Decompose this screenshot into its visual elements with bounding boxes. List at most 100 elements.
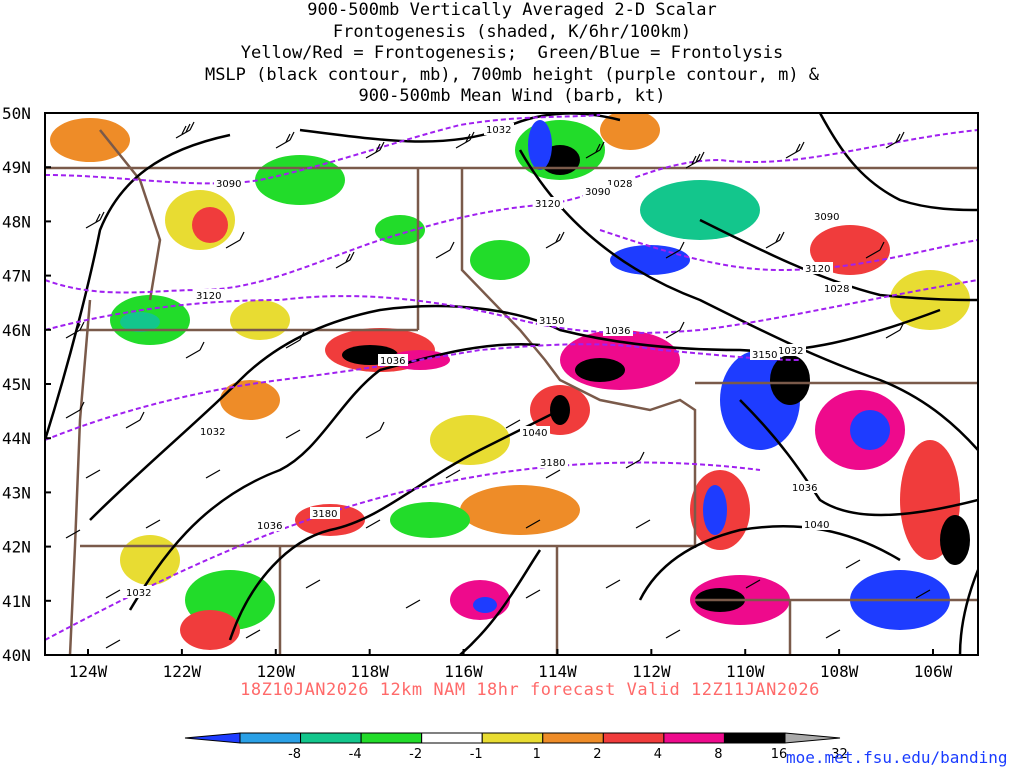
colorbar-max-triangle: [784, 732, 841, 744]
lon-tick-label: 118W: [350, 662, 389, 681]
svg-text:3090: 3090: [585, 187, 610, 198]
mslp-label: 1040: [802, 518, 832, 531]
lat-tick-label: 49N: [2, 158, 31, 177]
colorbar-swatch: [481, 732, 544, 744]
lon-tick-label: 120W: [257, 662, 296, 681]
lon-tick-label: 106W: [914, 662, 953, 681]
colorbar-label: 16: [771, 747, 788, 762]
colorbar-label: -8: [288, 747, 301, 762]
mslp-contours: [45, 113, 978, 655]
svg-text:3180: 3180: [540, 458, 565, 469]
title-line-4: MSLP (black contour, mb), 700mb height (…: [204, 64, 820, 85]
lon-tick-label: 114W: [538, 662, 577, 681]
lon-tick-label: 110W: [726, 662, 765, 681]
lon-tick-label: 112W: [632, 662, 671, 681]
lat-tick-label: 47N: [2, 267, 31, 286]
svg-text:3090: 3090: [814, 212, 839, 223]
svg-text:1036: 1036: [605, 326, 630, 337]
svg-text:1028: 1028: [607, 179, 632, 190]
svg-text:3150: 3150: [752, 350, 777, 361]
title-line-2: Frontogenesis (shaded, K/6hr/100km): [332, 21, 692, 42]
mslp-label: 1032: [776, 344, 806, 357]
colorbar-label: 32: [831, 747, 848, 762]
mslp-label: 1036: [790, 481, 820, 494]
svg-text:1032: 1032: [778, 346, 803, 357]
svg-text:3090: 3090: [216, 179, 241, 190]
colorbar-swatch: [239, 732, 302, 744]
height-label: 3120: [803, 262, 833, 275]
colorbar-swatch: [360, 732, 423, 744]
mslp-label: 1036: [255, 519, 285, 532]
lat-tick-label: 41N: [2, 592, 31, 611]
wind-barbs: [65, 121, 931, 649]
lon-tick-label: 122W: [163, 662, 202, 681]
title-line-5: 900-500mb Mean Wind (barb, kt): [358, 86, 666, 106]
colorbar-label: -4: [349, 747, 362, 762]
height-label: 3120: [533, 197, 563, 210]
chart-title: 900-500mb Vertically Averaged 2-D Scalar…: [0, 0, 1024, 108]
svg-text:1032: 1032: [486, 125, 511, 136]
lat-tick-label: 40N: [2, 646, 31, 665]
lon-tick-label: 108W: [820, 662, 859, 681]
colorbar: -8 -4 -2 -1 1 2 4 8 16 32: [184, 732, 848, 762]
height-label: 1036: [603, 324, 633, 337]
mslp-label: 1040: [520, 426, 550, 439]
mslp-label: 1032: [198, 425, 228, 438]
mslp-label: 1032: [484, 123, 514, 136]
lat-tick-label: 45N: [2, 375, 31, 394]
colorbar-swatch: [663, 732, 725, 744]
svg-text:1040: 1040: [804, 520, 829, 531]
height-label: 3150: [537, 314, 567, 327]
axes: 50N 49N 48N 47N 46N 45N 44N 43N 42N 41N 40N 124W 122…: [2, 104, 953, 681]
height-label: 3180: [310, 507, 340, 520]
svg-text:1032: 1032: [200, 427, 225, 438]
lat-tick-label: 50N: [2, 104, 31, 123]
lat-tick-label: 48N: [2, 212, 31, 231]
height-label: 3090: [214, 177, 244, 190]
colorbar-swatch: [542, 732, 604, 744]
svg-text:3120: 3120: [196, 291, 221, 302]
colorbar-label: 4: [654, 747, 662, 762]
colorbar-swatch: [300, 732, 362, 744]
colorbar-swatch: [723, 732, 786, 744]
svg-text:1036: 1036: [380, 356, 405, 367]
height-label: 3090: [812, 210, 842, 223]
height-label: 3090: [583, 185, 613, 198]
lon-tick-label: 124W: [69, 662, 108, 681]
svg-text:3180: 3180: [312, 509, 337, 520]
colorbar-swatch: [602, 732, 665, 744]
lon-tick-label: 116W: [444, 662, 483, 681]
colorbar-label: 1: [533, 747, 541, 762]
svg-text:1036: 1036: [792, 483, 817, 494]
credit-link[interactable]: moe.met.fsu.edu/banding: [786, 748, 1008, 767]
svg-text:1032: 1032: [126, 588, 151, 599]
lat-tick-label: 44N: [2, 429, 31, 448]
mslp-label: 1032: [124, 586, 154, 599]
svg-text:1028: 1028: [824, 284, 849, 295]
mslp-label: 1036: [378, 354, 408, 367]
lat-tick-label: 42N: [2, 538, 31, 557]
state-borders: [45, 129, 978, 655]
colorbar-label: 2: [593, 747, 601, 762]
colorbar-label: -1: [470, 747, 483, 762]
lat-tick-label: 43N: [2, 483, 31, 502]
title-line-3: Yellow/Red = Frontogenesis; Green/Blue =…: [240, 43, 784, 63]
svg-text:1040: 1040: [522, 428, 547, 439]
colorbar-label: -2: [409, 747, 422, 762]
svg-text:1036: 1036: [257, 521, 282, 532]
svg-text:3150: 3150: [539, 316, 564, 327]
mslp-label: 1028: [822, 282, 852, 295]
forecast-footer: 18Z10JAN2026 12km NAM 18hr forecast Vali…: [240, 680, 820, 700]
svg-text:3120: 3120: [535, 199, 560, 210]
colorbar-min-triangle: [184, 732, 241, 744]
svg-text:3120: 3120: [805, 264, 830, 275]
height-contours: [45, 114, 978, 641]
colorbar-swatch: [421, 732, 483, 744]
height-label: 3180: [538, 456, 568, 469]
lat-tick-label: 46N: [2, 321, 31, 340]
height-label: 3120: [194, 289, 224, 302]
height-label: 3150: [750, 348, 780, 361]
title-line-1: 900-500mb Vertically Averaged 2-D Scalar: [307, 0, 717, 20]
colorbar-label: 8: [714, 747, 722, 762]
